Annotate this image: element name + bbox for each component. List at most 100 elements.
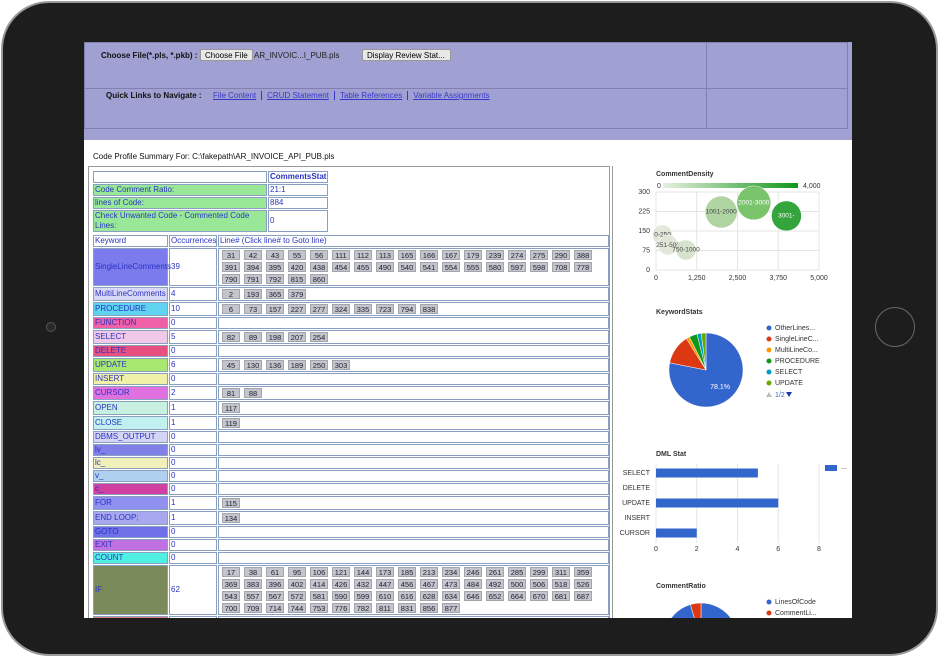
line-link[interactable]: 473 xyxy=(442,579,460,589)
line-link[interactable]: 394 xyxy=(244,262,262,272)
line-link[interactable]: 714 xyxy=(266,603,284,613)
line-link[interactable]: 290 xyxy=(552,250,570,260)
line-link[interactable]: 877 xyxy=(442,603,460,613)
line-link[interactable]: 246 xyxy=(464,567,482,577)
line-link[interactable]: 17 xyxy=(222,567,240,577)
line-link[interactable]: 652 xyxy=(486,591,504,601)
line-link[interactable]: 687 xyxy=(574,591,592,601)
line-link[interactable]: 506 xyxy=(530,579,548,589)
line-link[interactable]: 311 xyxy=(552,567,570,577)
line-link[interactable]: 379 xyxy=(288,289,306,299)
line-link[interactable]: 599 xyxy=(354,591,372,601)
line-link[interactable]: 456 xyxy=(398,579,416,589)
line-link[interactable]: 207 xyxy=(288,332,306,342)
line-link[interactable]: 112 xyxy=(354,250,372,260)
line-link[interactable]: 111 xyxy=(332,250,350,260)
line-link[interactable]: 234 xyxy=(442,567,460,577)
line-link[interactable]: 420 xyxy=(288,262,306,272)
line-link[interactable]: 555 xyxy=(464,262,482,272)
quick-link[interactable]: File Content xyxy=(213,91,257,100)
line-link[interactable]: 89 xyxy=(244,332,262,342)
line-link[interactable]: 388 xyxy=(574,250,592,260)
line-link[interactable]: 598 xyxy=(530,262,548,272)
line-link[interactable]: 369 xyxy=(222,579,240,589)
quick-link[interactable]: CRUD Statement xyxy=(261,91,334,100)
line-link[interactable]: 106 xyxy=(310,567,328,577)
line-link[interactable]: 518 xyxy=(552,579,570,589)
line-link[interactable]: 708 xyxy=(552,262,570,272)
line-link[interactable]: 189 xyxy=(288,360,306,370)
line-link[interactable]: 6 xyxy=(222,304,240,314)
line-link[interactable]: 81 xyxy=(222,388,240,398)
line-link[interactable]: 402 xyxy=(288,579,306,589)
line-link[interactable]: 179 xyxy=(464,250,482,260)
line-link[interactable]: 634 xyxy=(442,591,460,601)
line-link[interactable]: 285 xyxy=(508,567,526,577)
line-link[interactable]: 335 xyxy=(354,304,372,314)
line-link[interactable]: 73 xyxy=(244,304,262,314)
line-link[interactable]: 299 xyxy=(530,567,548,577)
line-link[interactable]: 115 xyxy=(222,498,240,508)
line-link[interactable]: 261 xyxy=(486,567,504,577)
line-link[interactable]: 778 xyxy=(574,262,592,272)
line-link[interactable]: 610 xyxy=(376,591,394,601)
line-link[interactable]: 185 xyxy=(398,567,416,577)
line-link[interactable]: 383 xyxy=(244,579,262,589)
line-link[interactable]: 723 xyxy=(376,304,394,314)
line-link[interactable]: 492 xyxy=(486,579,504,589)
line-link[interactable]: 95 xyxy=(288,567,306,577)
home-button[interactable] xyxy=(875,307,915,347)
line-link[interactable]: 540 xyxy=(398,262,416,272)
line-link[interactable]: 391 xyxy=(222,262,240,272)
line-link[interactable]: 782 xyxy=(354,603,372,613)
line-link[interactable]: 856 xyxy=(420,603,438,613)
line-link[interactable]: 790 xyxy=(222,274,240,284)
line-link[interactable]: 396 xyxy=(266,579,284,589)
line-link[interactable]: 744 xyxy=(288,603,306,613)
line-link[interactable]: 590 xyxy=(332,591,350,601)
line-link[interactable]: 359 xyxy=(574,567,592,577)
line-link[interactable]: 324 xyxy=(332,304,350,314)
line-link[interactable]: 646 xyxy=(464,591,482,601)
line-link[interactable]: 274 xyxy=(508,250,526,260)
line-link[interactable]: 144 xyxy=(354,567,372,577)
line-link[interactable]: 173 xyxy=(376,567,394,577)
line-link[interactable]: 670 xyxy=(530,591,548,601)
line-link[interactable]: 616 xyxy=(398,591,416,601)
line-link[interactable]: 119 xyxy=(222,418,240,428)
line-link[interactable]: 42 xyxy=(244,250,262,260)
line-link[interactable]: 121 xyxy=(332,567,350,577)
line-link[interactable]: 55 xyxy=(288,250,306,260)
line-link[interactable]: 56 xyxy=(310,250,328,260)
line-link[interactable]: 541 xyxy=(420,262,438,272)
line-link[interactable]: 484 xyxy=(464,579,482,589)
line-link[interactable]: 82 xyxy=(222,332,240,342)
line-link[interactable]: 277 xyxy=(310,304,328,314)
line-link[interactable]: 2 xyxy=(222,289,240,299)
line-link[interactable]: 61 xyxy=(266,567,284,577)
line-link[interactable]: 860 xyxy=(310,274,328,284)
line-link[interactable]: 557 xyxy=(244,591,262,601)
line-link[interactable]: 432 xyxy=(354,579,372,589)
line-link[interactable]: 38 xyxy=(244,567,262,577)
line-link[interactable]: 700 xyxy=(222,603,240,613)
line-link[interactable]: 543 xyxy=(222,591,240,601)
line-link[interactable]: 250 xyxy=(310,360,328,370)
line-link[interactable]: 681 xyxy=(552,591,570,601)
line-link[interactable]: 454 xyxy=(332,262,350,272)
line-link[interactable]: 447 xyxy=(376,579,394,589)
line-link[interactable]: 365 xyxy=(266,289,284,299)
line-link[interactable]: 166 xyxy=(420,250,438,260)
line-link[interactable]: 597 xyxy=(508,262,526,272)
line-link[interactable]: 554 xyxy=(442,262,460,272)
line-link[interactable]: 811 xyxy=(376,603,394,613)
line-link[interactable]: 167 xyxy=(442,250,460,260)
line-link[interactable]: 227 xyxy=(288,304,306,314)
line-link[interactable]: 117 xyxy=(222,403,240,413)
line-link[interactable]: 526 xyxy=(574,579,592,589)
line-link[interactable]: 490 xyxy=(376,262,394,272)
quick-link[interactable]: Variable Assignments xyxy=(407,91,495,100)
line-link[interactable]: 792 xyxy=(266,274,284,284)
quick-link[interactable]: Table References xyxy=(333,91,408,100)
line-link[interactable]: 831 xyxy=(398,603,416,613)
